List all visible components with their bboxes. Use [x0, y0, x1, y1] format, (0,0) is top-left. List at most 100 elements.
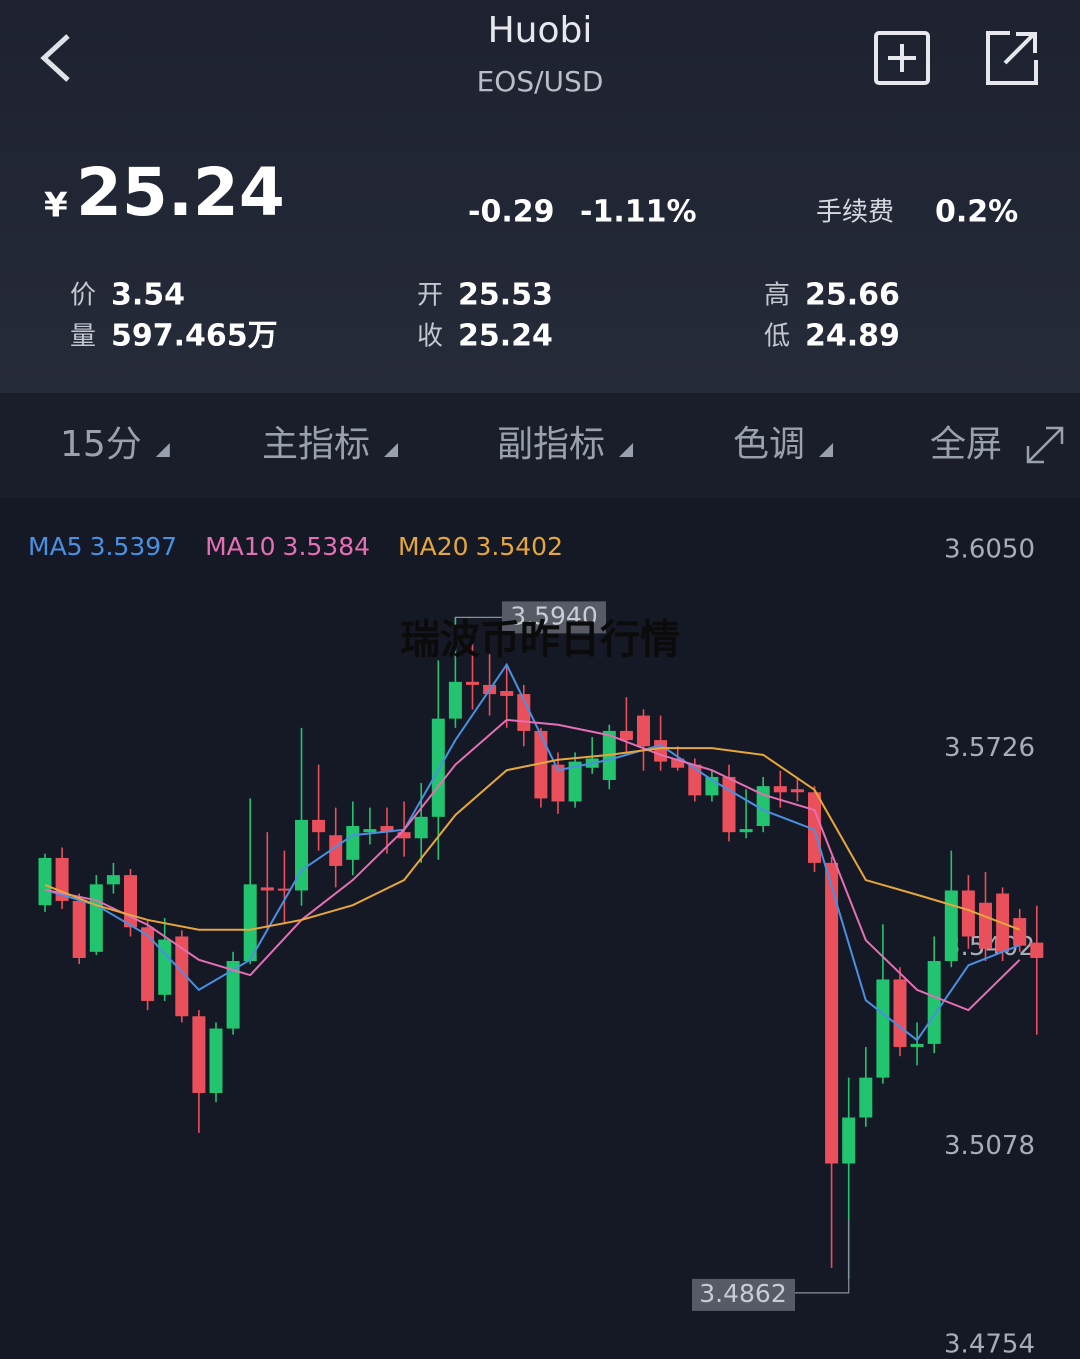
candle-body: [500, 691, 514, 696]
toolbar-item[interactable]: 15分: [60, 424, 142, 465]
candle-body: [431, 718, 445, 817]
y-tick-label: 3.6050: [944, 534, 1035, 564]
stat-value: 25.53: [458, 278, 553, 313]
y-tick-label: 3.5726: [944, 733, 1035, 763]
legend-value: 3.5402: [476, 532, 563, 561]
candle-body: [637, 715, 650, 747]
candle-body: [346, 826, 360, 860]
legend-value: 3.5384: [283, 532, 370, 561]
candle-body: [89, 884, 103, 952]
stat-label: 高: [764, 281, 790, 311]
y-tick-label: 3.5078: [944, 1131, 1035, 1161]
candle-body: [927, 961, 941, 1044]
candle-body: [277, 888, 291, 891]
max-label: 3.5940: [510, 601, 597, 630]
candle-body: [448, 681, 462, 719]
stat-value: 24.89: [805, 319, 900, 354]
ma-line: [44, 747, 1021, 931]
candle-body: [175, 936, 189, 1017]
stat-value: 25.66: [805, 278, 900, 313]
candle-body: [1013, 918, 1027, 946]
dropdown-arrow: [384, 443, 399, 457]
stat-label: 价: [70, 281, 96, 311]
candle-body: [106, 875, 120, 885]
candle-body: [551, 764, 565, 802]
stat-label: 开: [417, 281, 443, 311]
toolbar-bg: [0, 393, 1080, 498]
y-tick-label: 3.4754: [944, 1330, 1035, 1355]
candle-body: [243, 884, 257, 962]
candle-body: [944, 890, 958, 962]
watermark: 瑞波币昨日行情: [400, 617, 680, 663]
ma-line: [44, 718, 1021, 1012]
candle-body: [534, 730, 548, 799]
dropdown-arrow: [819, 443, 834, 457]
stat-value: 3.54: [111, 278, 185, 313]
min-label-bg: [692, 1278, 795, 1311]
candle-body: [654, 740, 668, 762]
min-connector: [795, 1218, 850, 1294]
candle-body: [619, 730, 633, 741]
fullscreen-icon: [1026, 426, 1064, 464]
candle-body: [466, 681, 479, 685]
toolbar-item[interactable]: 色调: [733, 424, 805, 465]
fee: 0.2%: [935, 195, 1018, 230]
share-button[interactable]: [986, 31, 1038, 85]
stat-label: 低: [764, 322, 790, 352]
candle-body: [739, 829, 753, 833]
toolbar-item[interactable]: 主指标: [262, 424, 370, 465]
back-button[interactable]: [40, 34, 70, 82]
candle-body: [1030, 942, 1044, 958]
dropdown-arrow: [619, 443, 634, 457]
change: -0.29: [468, 195, 554, 230]
candle-body: [209, 1028, 223, 1093]
candle-body: [688, 764, 702, 796]
stat-value: 25.24: [458, 319, 553, 354]
candle-body: [773, 786, 787, 793]
dropdown-arrow: [155, 443, 170, 457]
candle-body: [72, 900, 86, 958]
candle-body: [363, 829, 377, 833]
candle-body: [226, 961, 240, 1029]
candle-body: [790, 789, 804, 793]
toolbar-item[interactable]: 副指标: [497, 424, 605, 465]
candle-body: [397, 832, 411, 839]
max-label-bg: [502, 601, 606, 634]
legend-value: 3.5397: [90, 532, 177, 561]
candle-body: [961, 890, 975, 937]
candle-body: [141, 927, 155, 1001]
candle-body: [312, 819, 326, 833]
candle-body: [260, 887, 274, 891]
stat-label: 收: [417, 322, 443, 352]
candle-body: [192, 1016, 206, 1093]
candle-body: [38, 857, 52, 906]
candle-body: [671, 758, 685, 768]
candle-body: [380, 826, 394, 833]
candle-body: [295, 819, 308, 891]
candle-body: [876, 979, 890, 1078]
stat-value: 597.465万: [111, 319, 278, 354]
max-connector: [454, 616, 502, 658]
stat-label: 量: [70, 322, 96, 352]
candle-body: [910, 1043, 924, 1047]
legend-name: MA20: [398, 532, 468, 561]
price: 25.24: [76, 154, 285, 231]
candle-body: [329, 835, 343, 866]
add-button[interactable]: [874, 31, 930, 85]
pair: EOS/USD: [477, 65, 604, 98]
candle-body: [158, 939, 172, 995]
candle-body: [722, 776, 736, 833]
ma-line: [44, 662, 1021, 1042]
currency: ¥: [44, 186, 68, 226]
candle-body: [859, 1077, 873, 1118]
legend-name: MA5: [28, 532, 83, 561]
candle-body: [568, 761, 582, 802]
candle-body: [842, 1117, 856, 1164]
title: Huobi: [488, 10, 593, 51]
toolbar-item[interactable]: 全屏: [930, 424, 1002, 465]
min-label: 3.4862: [699, 1279, 786, 1308]
change-pct: -1.11%: [580, 195, 697, 230]
candle-body: [979, 902, 992, 949]
